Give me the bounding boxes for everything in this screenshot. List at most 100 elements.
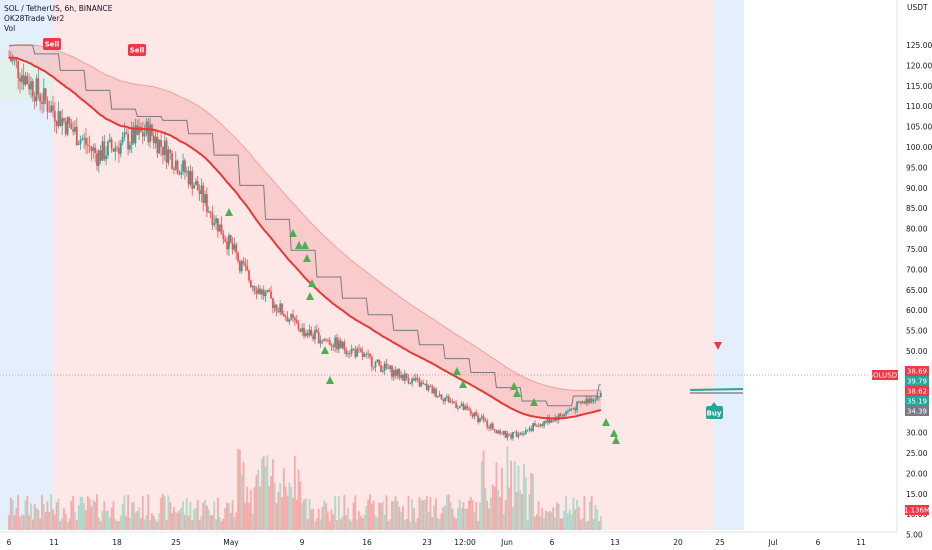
candle-body bbox=[39, 94, 42, 102]
candle-body bbox=[66, 117, 69, 135]
candle-body bbox=[235, 244, 238, 254]
candle-body bbox=[491, 423, 494, 430]
volume-bar bbox=[321, 506, 324, 530]
volume-bar bbox=[394, 496, 397, 530]
volume-bar bbox=[169, 502, 172, 530]
trade-signals[interactable]: Sell Sell Buy bbox=[43, 38, 723, 444]
volume-bar bbox=[178, 510, 181, 530]
candle-body bbox=[242, 261, 245, 264]
volume-bar bbox=[222, 518, 225, 530]
candle-body bbox=[383, 363, 386, 371]
candle-body bbox=[348, 353, 351, 354]
candle-body bbox=[178, 173, 181, 175]
volume-bar bbox=[64, 513, 67, 530]
time-tick-label: Jun bbox=[500, 538, 513, 547]
candle-body bbox=[147, 121, 150, 143]
volume-bar bbox=[361, 518, 364, 530]
volume-bar bbox=[260, 458, 263, 530]
price-tick-label: 20.00 bbox=[906, 469, 928, 478]
candle-body bbox=[74, 126, 76, 132]
candle-body bbox=[545, 421, 547, 423]
symbol-title[interactable]: SOL / TetherUS, 6h, BINANCE bbox=[4, 4, 113, 13]
volume-bar bbox=[22, 515, 25, 530]
volume-bar bbox=[317, 508, 320, 530]
volume-bar bbox=[257, 469, 260, 530]
volume-bar bbox=[275, 503, 278, 530]
volume-bar bbox=[277, 491, 280, 530]
candle-body bbox=[319, 340, 322, 344]
volume-bar bbox=[469, 497, 472, 530]
trend-band bbox=[9, 44, 601, 419]
volume-bar bbox=[488, 508, 491, 530]
volume-bar bbox=[66, 521, 69, 530]
volume-bar bbox=[249, 489, 252, 530]
candle-body bbox=[576, 401, 578, 411]
volume-bar bbox=[304, 498, 307, 530]
volume-bar bbox=[348, 519, 351, 530]
volume-bar bbox=[468, 500, 470, 530]
time-tick-label: 6 bbox=[550, 538, 555, 547]
volume-bar bbox=[367, 499, 370, 530]
candle-body bbox=[24, 76, 27, 85]
price-tag: 35.19 bbox=[905, 396, 929, 406]
time-tick-label: Jul bbox=[767, 538, 777, 547]
candle-body bbox=[458, 406, 461, 408]
time-tick-label: 9 bbox=[300, 538, 305, 547]
volume-bar bbox=[48, 511, 51, 530]
candle-body bbox=[206, 194, 208, 213]
candle-body bbox=[209, 211, 212, 214]
price-tick-label: 75.00 bbox=[906, 245, 928, 254]
volume-bar bbox=[11, 500, 14, 530]
volume-bar bbox=[411, 499, 414, 530]
candle-body bbox=[260, 289, 263, 295]
candle-body bbox=[418, 379, 421, 387]
volume-bar bbox=[420, 500, 423, 530]
candle-body bbox=[594, 399, 597, 401]
volume-bar bbox=[79, 496, 82, 530]
price-tick-label: 100.00 bbox=[906, 143, 932, 152]
volume-bar bbox=[515, 491, 518, 530]
volume-bar bbox=[255, 475, 258, 530]
volume-bar bbox=[387, 521, 390, 530]
volume-title[interactable]: Vol bbox=[4, 24, 16, 33]
candle-body bbox=[578, 401, 580, 403]
candle-body bbox=[517, 434, 520, 437]
volume-bar bbox=[548, 511, 551, 530]
candle-body bbox=[460, 403, 463, 407]
volume-bar bbox=[288, 482, 291, 530]
candle-body bbox=[271, 298, 274, 309]
candle-body bbox=[246, 266, 249, 271]
volume-bar bbox=[369, 494, 371, 530]
candle-body bbox=[167, 149, 170, 163]
candle-body bbox=[279, 303, 282, 313]
volume-bar bbox=[460, 508, 463, 530]
volume-bar bbox=[132, 502, 135, 530]
volume-bar bbox=[237, 448, 239, 530]
volume-bar bbox=[75, 520, 78, 530]
candle-body bbox=[204, 194, 206, 204]
volume-bar bbox=[246, 486, 249, 530]
volume-bar bbox=[121, 504, 124, 530]
volume-bar bbox=[587, 520, 589, 530]
candle-body bbox=[323, 339, 326, 341]
volume-bar bbox=[303, 499, 305, 530]
candle-body bbox=[590, 398, 593, 402]
volume-bar bbox=[449, 502, 452, 530]
volume-bar bbox=[440, 513, 443, 530]
volume-bar bbox=[297, 469, 300, 530]
candle-body bbox=[398, 368, 401, 378]
indicator-title[interactable]: OK28Trade Ver2 bbox=[4, 14, 65, 23]
volume-bar bbox=[513, 461, 516, 530]
volume-bar bbox=[185, 497, 188, 530]
volume-bar bbox=[46, 501, 49, 530]
volume-bar bbox=[526, 519, 529, 530]
candle-body bbox=[530, 428, 533, 431]
price-tick-label: 70.00 bbox=[906, 265, 928, 274]
up-triangle-icon bbox=[326, 376, 334, 384]
candle-body bbox=[378, 359, 381, 366]
volume-bar bbox=[451, 508, 454, 530]
volume-bar bbox=[502, 513, 505, 530]
volume-bar bbox=[352, 502, 355, 530]
candle-body bbox=[303, 327, 305, 337]
